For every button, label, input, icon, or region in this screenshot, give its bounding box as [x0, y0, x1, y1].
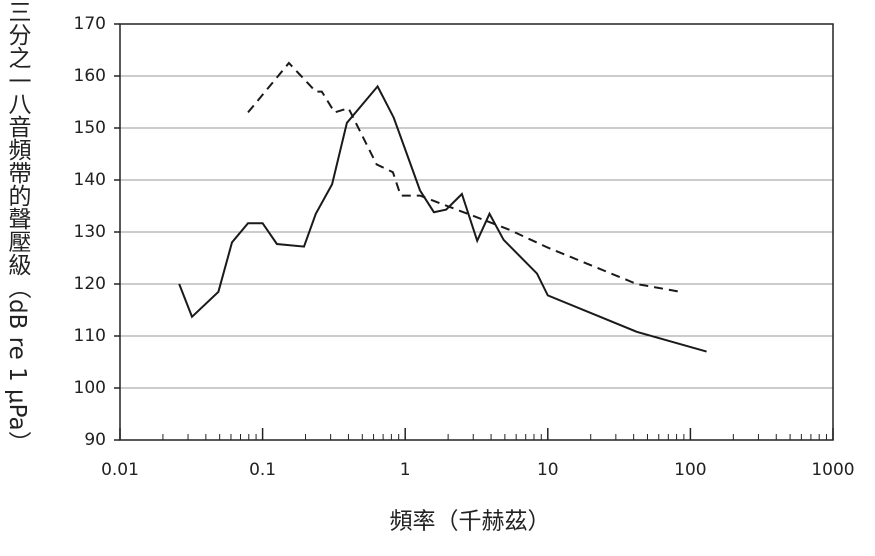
y-tick-label: 170: [74, 14, 106, 34]
y-tick-label: 150: [74, 118, 106, 138]
x-tick-label: 10: [537, 460, 559, 480]
x-tick-label: 0.1: [249, 460, 276, 480]
y-tick-label: 130: [74, 222, 106, 242]
y-tick-label: 160: [74, 66, 106, 86]
data-line: [247, 61, 681, 293]
y-axis-label: 三分之一八音頻帶的聲壓級（dB re 1 μPa）: [4, 0, 30, 454]
plot-frame: [119, 23, 834, 441]
y-tick-label: 90: [84, 430, 106, 450]
y-tick-label: 110: [74, 326, 106, 346]
x-tick-label: 100: [674, 460, 706, 480]
y-tick-label: 140: [74, 170, 106, 190]
y-tick-label: 100: [74, 378, 106, 398]
x-tick-label: 1: [400, 460, 411, 480]
x-axis-label: 頻率（千赫茲）: [390, 509, 551, 535]
x-tick-label: 0.01: [101, 460, 139, 480]
y-tick-label: 120: [74, 274, 106, 294]
x-tick-label: 1000: [811, 460, 854, 480]
data-line: [178, 84, 707, 353]
